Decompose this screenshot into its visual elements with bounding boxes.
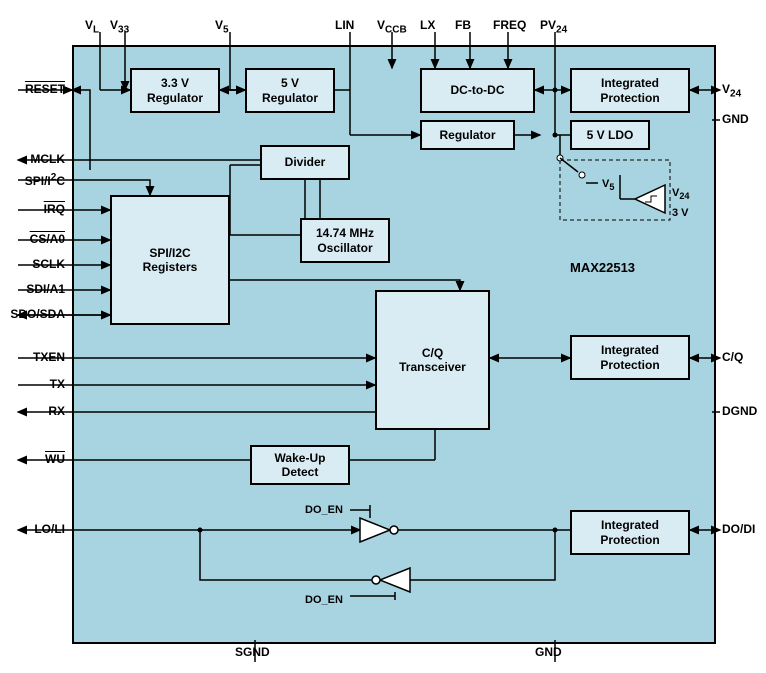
block-reg: Regulator: [420, 120, 515, 150]
pin-top-lx: LX: [420, 18, 435, 32]
pin-top-pv24: PV24: [540, 18, 567, 35]
pin-right-v24: V24: [722, 82, 741, 99]
pin-left-irq: IRQ: [10, 202, 65, 216]
block-spiregs: SPI/I2CRegisters: [110, 195, 230, 325]
block-ldo5: 5 V LDO: [570, 120, 650, 150]
block-wakeup: Wake-UpDetect: [250, 445, 350, 485]
pin-left-sdi-a1: SDI/A1: [10, 282, 65, 296]
pin-left-spi-i2c: SPI/I2C: [10, 172, 65, 188]
pin-top-freq: FREQ: [493, 18, 526, 32]
block-reg5: 5 VRegulator: [245, 68, 335, 113]
label-v5_sw: V5: [602, 178, 614, 192]
pin-top-vccb: VCCB: [377, 18, 407, 35]
pin-bottom-gnd: GND: [535, 645, 562, 659]
pin-top-vl: VL: [85, 18, 99, 35]
pin-left-txen: TXEN: [10, 350, 65, 364]
block-intprot3: IntegratedProtection: [570, 510, 690, 555]
block-reg33: 3.3 VRegulator: [130, 68, 220, 113]
block-cqtrans: C/QTransceiver: [375, 290, 490, 430]
label-v24_comp: V24: [672, 187, 690, 201]
label-doen2: DO_EN: [305, 594, 343, 606]
block-dcdc: DC-to-DC: [420, 68, 535, 113]
pin-left-rx: RX: [10, 404, 65, 418]
pin-left-wu: WU: [10, 452, 65, 466]
pin-left-sclk: SCLK: [10, 257, 65, 271]
pin-top-lin: LIN: [335, 18, 354, 32]
block-intprot2: IntegratedProtection: [570, 335, 690, 380]
pin-left-tx: TX: [10, 377, 65, 391]
pin-right-do-di: DO/DI: [722, 522, 755, 536]
part-number: MAX22513: [570, 260, 635, 275]
block-intprot1: IntegratedProtection: [570, 68, 690, 113]
pin-left-cs-a0: CS/A0: [10, 232, 65, 246]
block-divider: Divider: [260, 145, 350, 180]
pin-left-lo-li: LO/LI: [10, 522, 65, 536]
pin-left-sdo-sda: SDO/SDA: [10, 307, 65, 321]
pin-left-reset: RESET: [10, 82, 65, 96]
block-osc: 14.74 MHzOscillator: [300, 218, 390, 263]
label-doen1: DO_EN: [305, 504, 343, 516]
pin-top-fb: FB: [455, 18, 471, 32]
label-v3_comp: 3 V: [672, 207, 689, 219]
pin-top-v33: V33: [110, 18, 129, 35]
pin-top-v5: V5: [215, 18, 229, 35]
pin-right-gnd: GND: [722, 112, 749, 126]
pin-left-mclk: MCLK: [10, 152, 65, 166]
pin-right-c-q: C/Q: [722, 350, 743, 364]
pin-bottom-sgnd: SGND: [235, 645, 270, 659]
pin-right-dgnd: DGND: [722, 404, 757, 418]
